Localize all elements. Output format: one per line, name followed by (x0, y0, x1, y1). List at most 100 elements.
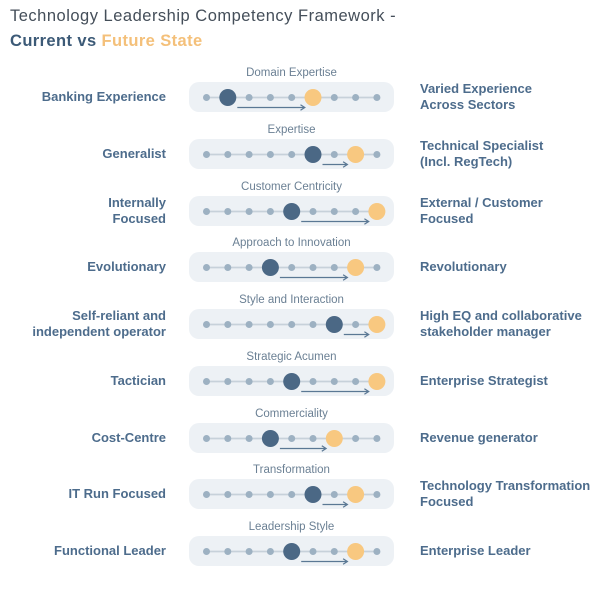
slider-scale (203, 202, 386, 225)
current-state-label: Evolutionary (87, 259, 166, 275)
category-label: Style and Interaction (239, 294, 344, 306)
future-state-label: External / Customer Focused (420, 194, 543, 226)
current-state-label: Generalist (102, 145, 166, 161)
slider-scale (203, 316, 386, 338)
scale-dot (245, 150, 253, 158)
scale-dot (288, 94, 296, 101)
future-state-label: Enterprise Leader (420, 543, 531, 558)
category-label: Expertise (267, 123, 316, 136)
future-dot (347, 486, 365, 504)
scale-dot (203, 377, 210, 385)
scale-dot (309, 377, 317, 385)
future-dot (304, 89, 322, 106)
current-state-label: Banking Experience (41, 89, 166, 104)
scale-dot (373, 434, 381, 442)
future-dot (368, 372, 386, 390)
scale-dot (330, 548, 338, 555)
scale-dot (203, 491, 210, 499)
scale-dot (352, 434, 360, 442)
page-subtitle: Current vs Future State (10, 32, 203, 51)
scale-dot (224, 264, 232, 272)
scale-dot (224, 321, 232, 328)
current-dot (325, 316, 343, 333)
scale-dot (266, 548, 274, 555)
current-state-label: Cost-Centre (91, 429, 166, 445)
scale-dot (309, 434, 317, 442)
scale-dot (245, 377, 253, 385)
category-label: Transformation (253, 464, 330, 477)
scale-dot (330, 491, 338, 499)
scale-dot (352, 94, 360, 101)
scale-dot (330, 150, 338, 158)
scale-dot (224, 548, 232, 555)
subtitle-current-state: Current vs (10, 32, 97, 50)
scale-dot (266, 207, 274, 215)
shift-arrow-icon (279, 274, 349, 281)
scale-dot (352, 377, 360, 385)
slider-track (189, 138, 394, 169)
current-state-label: IT Run Focused (68, 486, 167, 502)
scale-dot (330, 377, 338, 385)
future-dot (347, 145, 365, 163)
scale-dot (288, 150, 296, 158)
shift-arrow-icon (279, 444, 328, 452)
future-state-label: Technology Transformation Focused (420, 478, 591, 510)
scale-dot (266, 377, 274, 385)
slider-track (189, 422, 394, 453)
scale-dot (203, 321, 210, 328)
current-dot (283, 372, 301, 390)
scale-dot (245, 94, 253, 101)
future-state-label: Varied Experience Across Sectors (420, 81, 533, 112)
future-dot (325, 429, 343, 447)
scale-dot (203, 94, 210, 101)
scale-dot (266, 491, 274, 499)
scale-dot (373, 491, 381, 499)
slider-scale (203, 145, 381, 168)
slider-track (189, 365, 394, 396)
category-label: Strategic Acumen (246, 350, 337, 363)
scale-dot (352, 207, 360, 215)
scale-dot (245, 207, 253, 215)
scale-dot (330, 207, 338, 215)
future-dot (347, 543, 365, 560)
current-dot (304, 486, 322, 504)
current-state-label: Tactician (110, 372, 166, 388)
shift-arrow-icon (301, 558, 349, 565)
subtitle-future-state: Future State (101, 32, 203, 50)
slider-track (189, 479, 394, 510)
slider-scale (203, 259, 381, 281)
future-state-label: Revenue generator (420, 429, 538, 445)
slider-track (189, 82, 394, 112)
future-dot (368, 316, 386, 333)
scale-dot (266, 94, 274, 101)
scale-dot (288, 434, 296, 442)
scale-dot (330, 94, 338, 101)
scale-dot (330, 264, 338, 272)
slider-track (189, 252, 394, 283)
scale-dot (309, 548, 317, 555)
scale-dot (224, 207, 232, 215)
slider-scale (203, 486, 381, 508)
scale-dot (245, 434, 253, 442)
scale-dot (266, 321, 274, 328)
scale-dot (203, 434, 210, 442)
slider-scale (203, 429, 381, 452)
scale-dot (224, 434, 232, 442)
slider-scale (203, 372, 386, 395)
scale-dot (309, 321, 317, 328)
slider-track (189, 195, 394, 226)
current-dot (283, 543, 301, 560)
scale-dot (224, 377, 232, 385)
scale-dot (373, 150, 381, 158)
future-state-label: Enterprise Strategist (420, 372, 548, 388)
scale-dot (288, 321, 296, 328)
scale-dot (203, 207, 210, 215)
scale-dot (203, 264, 210, 272)
slider-track (189, 536, 394, 566)
category-label: Approach to Innovation (232, 237, 351, 250)
slider-track (189, 309, 394, 339)
current-dot (261, 429, 279, 447)
category-label: Leadership Style (248, 521, 335, 533)
future-state-label: Revolutionary (420, 259, 507, 275)
